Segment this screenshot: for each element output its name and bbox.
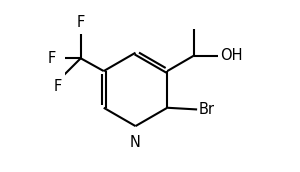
Text: F: F [54, 79, 62, 94]
Text: F: F [48, 51, 56, 66]
Text: OH: OH [220, 48, 243, 63]
Text: Br: Br [199, 102, 215, 117]
Text: N: N [130, 136, 141, 150]
Text: F: F [76, 15, 85, 30]
